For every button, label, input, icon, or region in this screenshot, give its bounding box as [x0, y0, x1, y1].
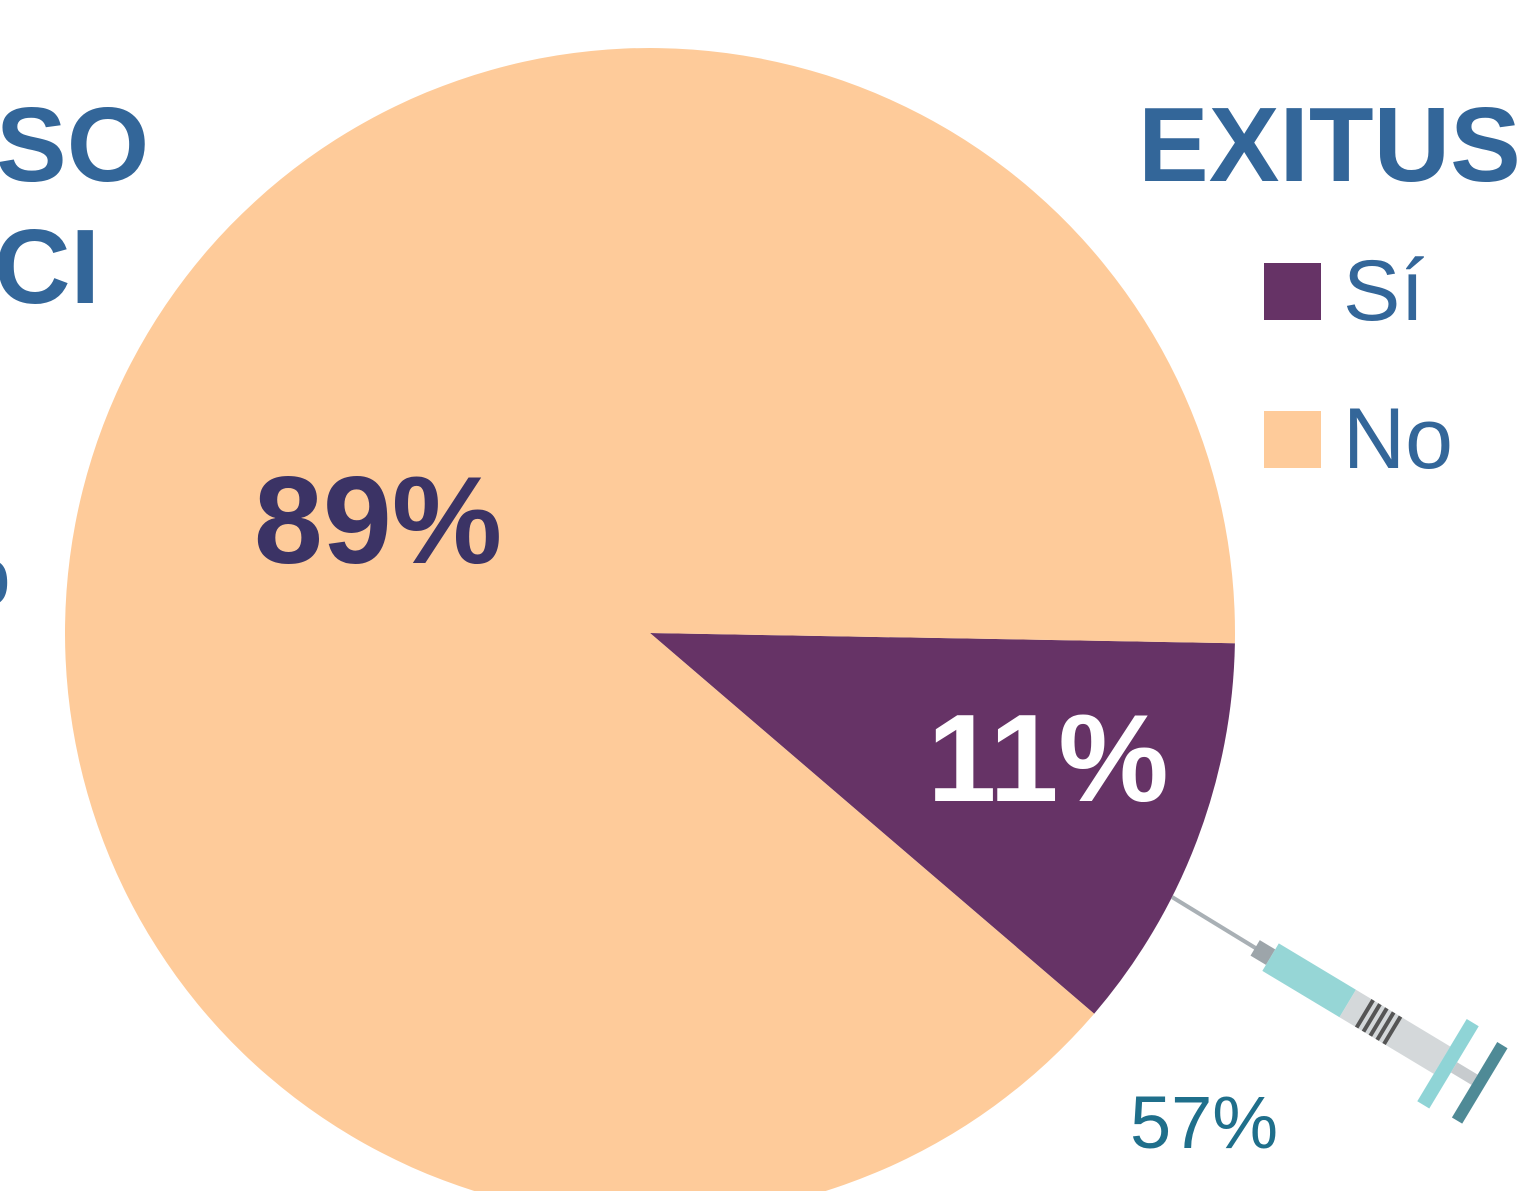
data-label-no: 89% — [254, 452, 502, 590]
partial-percentage-label: 57% — [1130, 1086, 1278, 1160]
chart-title: EXITUS — [1138, 92, 1521, 198]
legend-item-no: No — [1264, 404, 1453, 474]
legend-label-no: No — [1343, 396, 1453, 482]
legend-swatch-si — [1264, 263, 1321, 320]
legend-label-si: Sí — [1343, 248, 1424, 334]
legend-swatch-no — [1264, 411, 1321, 468]
pie-slice-no — [65, 48, 1235, 1191]
data-label-si: 11% — [927, 690, 1168, 828]
legend-item-si: Sí — [1264, 256, 1424, 326]
